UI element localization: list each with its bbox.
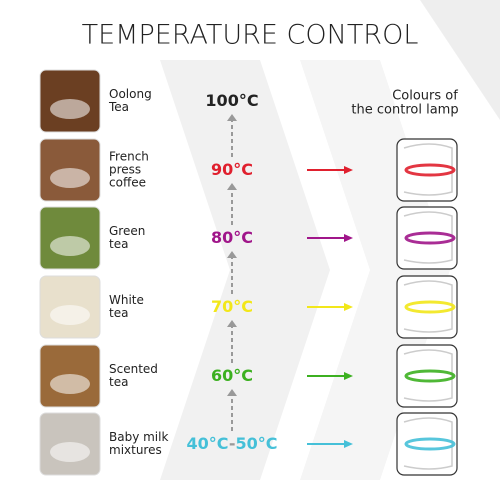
- row-label: tea: [109, 306, 128, 320]
- lamp-glow: [404, 300, 456, 314]
- photo-detail: [50, 305, 90, 325]
- lamp-box: [396, 344, 458, 408]
- color-arrow-head: [344, 166, 353, 174]
- lamp-heading: the control lamp: [351, 103, 458, 118]
- lamp-glow: [404, 163, 456, 177]
- lamp-box: [396, 412, 458, 476]
- temperature-part: 40°C: [186, 434, 228, 453]
- photo-detail: [50, 99, 90, 119]
- temperature: 90°C: [211, 160, 253, 179]
- row-label: White: [109, 293, 144, 307]
- row-label: French: [109, 150, 149, 164]
- temperature: 60°C: [211, 366, 253, 385]
- photo-detail: [50, 374, 90, 394]
- photo-detail: [50, 168, 90, 188]
- temperature: 70°C: [211, 297, 253, 316]
- temperature-part: 80°C: [211, 228, 253, 247]
- row-label: coffee: [109, 176, 146, 190]
- kettle: [403, 143, 453, 196]
- lamp-glow: [404, 369, 456, 383]
- lamp-box: [396, 206, 458, 270]
- lamp-glow: [404, 231, 456, 245]
- temperature-part: 70°C: [211, 297, 253, 316]
- kettle: [403, 349, 453, 402]
- title: TEMPERATURE CONTROL: [82, 20, 419, 51]
- lamp-box: [396, 138, 458, 202]
- row-label: tea: [109, 237, 128, 251]
- photo-detail: [50, 236, 90, 256]
- kettle: [403, 211, 453, 264]
- arrow-head: [227, 251, 237, 258]
- row-label: Green: [109, 224, 145, 238]
- temperature-part: 100°C: [205, 91, 258, 110]
- temperature: 80°C: [211, 228, 253, 247]
- color-arrow-head: [344, 303, 353, 311]
- color-arrow-head: [344, 440, 353, 448]
- arrow-head: [227, 183, 237, 190]
- arrow-head: [227, 389, 237, 396]
- temperature-part: -: [229, 434, 236, 453]
- row-label: mixtures: [109, 443, 162, 457]
- row-label: tea: [109, 375, 128, 389]
- kettle: [403, 417, 453, 470]
- color-arrow-head: [344, 234, 353, 242]
- lamp-glow: [404, 437, 456, 451]
- photo-detail: [50, 442, 90, 462]
- temperature: 40°C-50°C: [186, 434, 277, 453]
- temperature-part: 90°C: [211, 160, 253, 179]
- row-label: Oolong: [109, 87, 152, 101]
- temperature: 100°C: [205, 91, 258, 110]
- row-label: Baby milk: [109, 430, 168, 444]
- arrow-head: [227, 320, 237, 327]
- temperature-part: 60°C: [211, 366, 253, 385]
- row-label: Scented: [109, 362, 158, 376]
- lamp-heading: Colours of: [392, 89, 458, 104]
- lamp-box: [396, 275, 458, 339]
- row-label: Tea: [108, 100, 129, 114]
- row-label: press: [109, 163, 141, 177]
- temperature-part: 50°C: [236, 434, 278, 453]
- color-arrow-head: [344, 372, 353, 380]
- arrow-head: [227, 114, 237, 121]
- kettle: [403, 280, 453, 333]
